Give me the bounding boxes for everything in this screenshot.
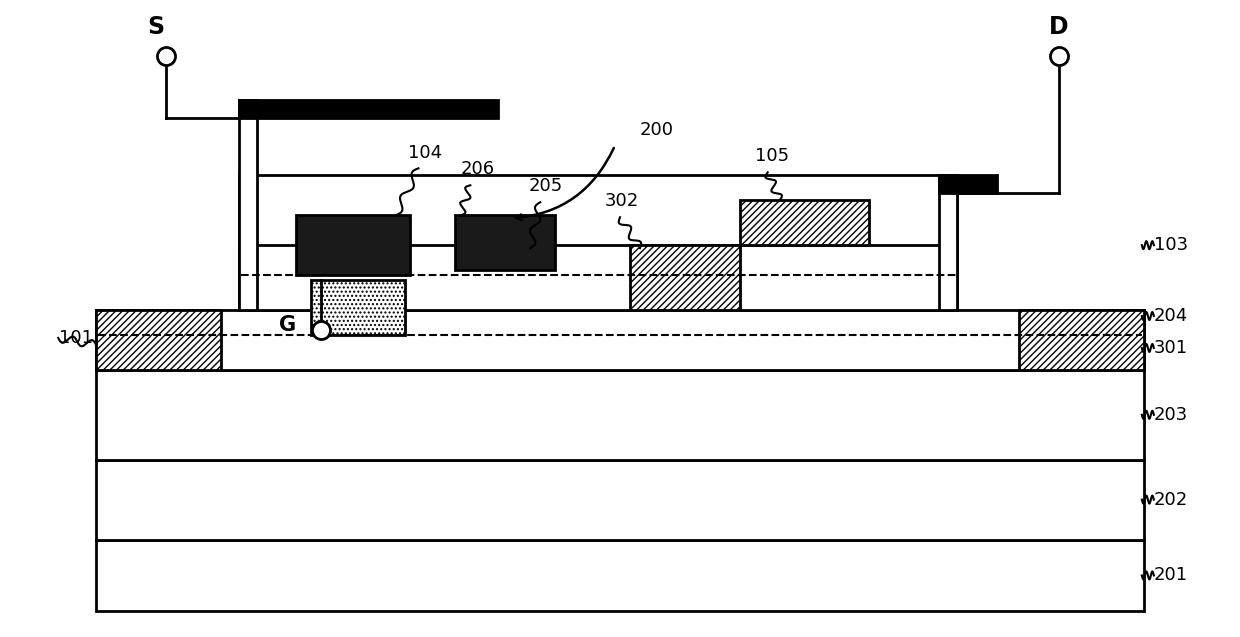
Bar bbox=[239, 101, 498, 118]
Text: 104: 104 bbox=[408, 145, 443, 162]
Bar bbox=[239, 175, 957, 310]
Text: G: G bbox=[279, 315, 295, 335]
Bar bbox=[239, 101, 257, 310]
Bar bbox=[97, 310, 221, 370]
Text: 204: 204 bbox=[1154, 307, 1188, 325]
Text: 101: 101 bbox=[60, 329, 93, 347]
Text: 302: 302 bbox=[605, 192, 640, 210]
Text: 102: 102 bbox=[341, 316, 374, 334]
Bar bbox=[97, 540, 1143, 612]
Bar bbox=[97, 460, 1143, 540]
Text: 201: 201 bbox=[1154, 566, 1188, 584]
Bar bbox=[940, 175, 997, 193]
Text: 205: 205 bbox=[528, 177, 563, 196]
Text: 206: 206 bbox=[460, 161, 495, 178]
Text: 200: 200 bbox=[640, 122, 675, 140]
Bar bbox=[295, 215, 410, 275]
Bar bbox=[940, 175, 957, 310]
Bar bbox=[740, 200, 869, 245]
Text: 203: 203 bbox=[1154, 406, 1188, 424]
Bar bbox=[455, 215, 556, 270]
Bar bbox=[97, 310, 1143, 370]
Text: 301: 301 bbox=[1154, 339, 1188, 357]
Text: 103: 103 bbox=[1154, 236, 1188, 254]
Text: S: S bbox=[148, 15, 165, 39]
Bar bbox=[630, 245, 740, 310]
Text: 202: 202 bbox=[1154, 490, 1188, 508]
Bar bbox=[311, 280, 405, 335]
Bar bbox=[97, 370, 1143, 460]
Bar bbox=[1019, 310, 1143, 370]
Bar bbox=[239, 245, 957, 310]
Text: D: D bbox=[1049, 15, 1069, 39]
Text: 105: 105 bbox=[755, 147, 789, 166]
